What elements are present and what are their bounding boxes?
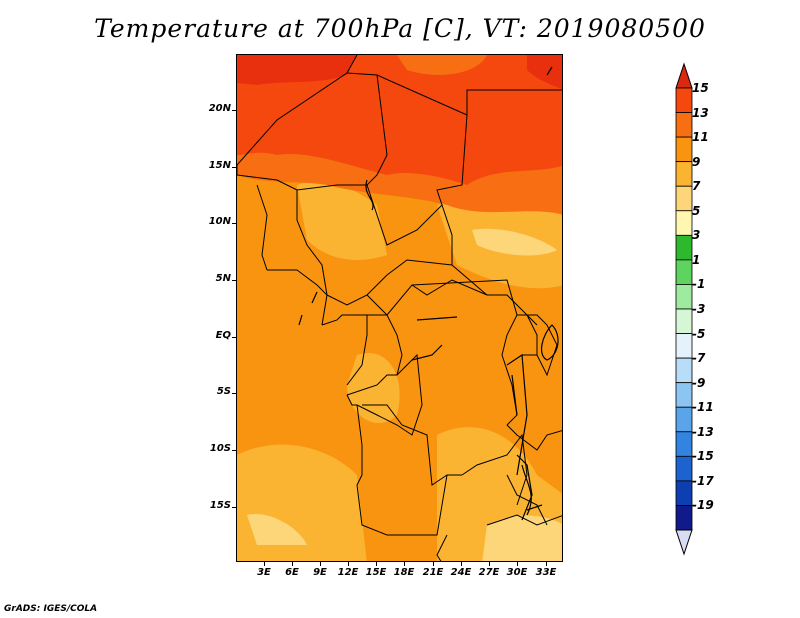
lat-label-5s: 5S: [216, 386, 231, 397]
colorbar-label: -13: [692, 424, 714, 439]
field-hot-band: [237, 55, 562, 185]
colorbar-top-arrow: [675, 62, 693, 89]
colorbar-box: [675, 259, 693, 285]
lat-label-15n: 15N: [208, 160, 231, 171]
lon-tick: [489, 562, 490, 566]
field-light-patch: [297, 181, 387, 260]
field-pale-patch: [482, 515, 562, 561]
colorbar-box: [675, 480, 693, 506]
colorbar-label: -7: [692, 351, 706, 366]
lat-tick: [232, 337, 236, 338]
lon-tick: [320, 562, 321, 566]
colorbar-label: 7: [692, 179, 701, 194]
colorbar-box: [675, 505, 693, 531]
colorbar-box: [675, 161, 693, 187]
colorbar-label: -11: [692, 400, 714, 415]
lon-tick: [433, 562, 434, 566]
lon-label-27e: 27E: [478, 567, 500, 578]
lon-tick: [404, 562, 405, 566]
credit-text: GrADS: IGES/COLA: [4, 604, 98, 614]
colorbar-box: [675, 234, 693, 261]
colorbar-label: 5: [692, 203, 701, 218]
field-warm-patch: [397, 55, 487, 75]
lon-tick: [292, 562, 293, 566]
colorbar-box: [675, 382, 693, 408]
lon-label-3e: 3E: [257, 567, 271, 578]
colorbar-label: -5: [692, 326, 706, 341]
chart-title: Temperature at 700hPa [C], VT: 201908050…: [94, 14, 706, 43]
lat-label-5n: 5N: [215, 273, 231, 284]
colorbar-label: 3: [692, 228, 701, 243]
lat-tick: [232, 507, 236, 508]
colorbar-boxes: [675, 87, 693, 531]
lon-tick: [376, 562, 377, 566]
colorbar-bottom-arrow: [675, 529, 693, 556]
colorbar-box: [675, 87, 693, 113]
lat-tick: [232, 450, 236, 451]
colorbar-box: [675, 455, 693, 482]
lon-tick: [461, 562, 462, 566]
field-hottest-band: [527, 55, 562, 90]
lon-tick: [517, 562, 518, 566]
colorbar-box: [675, 112, 693, 138]
lon-label-9e: 9E: [313, 567, 327, 578]
colorbar-label: 15: [692, 81, 709, 95]
colorbar-label: -9: [692, 375, 706, 390]
lon-label-21e: 21E: [422, 567, 444, 578]
colorbar-label: -17: [692, 473, 714, 488]
colorbar-label: -1: [692, 277, 706, 292]
colorbar-box: [675, 308, 693, 334]
lon-label-33e: 33E: [535, 567, 557, 578]
map-panel: [236, 54, 563, 562]
field-pale-patch: [247, 514, 307, 545]
colorbar-box: [675, 333, 693, 359]
lat-tick: [232, 280, 236, 281]
colorbar-box: [675, 284, 693, 310]
lat-label-10n: 10N: [208, 216, 231, 227]
lon-tick: [348, 562, 349, 566]
colorbar-label: 13: [692, 105, 709, 120]
lon-label-12e: 12E: [337, 567, 359, 578]
lakes-and-coast: [298, 66, 559, 521]
lat-tick: [232, 110, 236, 111]
colorbar-label: 9: [692, 154, 701, 169]
colorbar-box: [675, 210, 693, 236]
colorbar-box: [675, 136, 693, 163]
lon-label-15e: 15E: [365, 567, 387, 578]
lon-label-6e: 6E: [285, 567, 299, 578]
lat-label-10s: 10S: [209, 443, 231, 454]
colorbar-label: -3: [692, 302, 706, 316]
colorbar-label: -15: [692, 449, 714, 464]
lat-label-eq: EQ: [215, 330, 231, 341]
lon-tick: [264, 562, 265, 566]
colorbar-label: -19: [692, 498, 714, 513]
colorbar-label: 1: [692, 252, 701, 267]
colorbar-box: [675, 357, 693, 384]
colorbar: [675, 62, 693, 556]
lat-tick: [232, 167, 236, 168]
lon-label-30e: 30E: [506, 567, 528, 578]
lon-label-18e: 18E: [393, 567, 415, 578]
colorbar-label: 11: [692, 130, 709, 145]
lat-label-15s: 15S: [209, 500, 231, 511]
field-hottest-band: [237, 55, 357, 85]
lat-tick: [232, 393, 236, 394]
colorbar-box: [675, 406, 693, 433]
lon-tick: [546, 562, 547, 566]
field-light-patch: [347, 353, 400, 424]
lat-tick: [232, 223, 236, 224]
country-borders: [237, 55, 562, 561]
lon-label-24e: 24E: [450, 567, 472, 578]
temperature-map: [237, 55, 562, 561]
lat-label-20n: 20N: [208, 103, 231, 114]
colorbar-box: [675, 185, 693, 212]
field-pale-patch: [472, 228, 557, 256]
colorbar-box: [675, 431, 693, 457]
